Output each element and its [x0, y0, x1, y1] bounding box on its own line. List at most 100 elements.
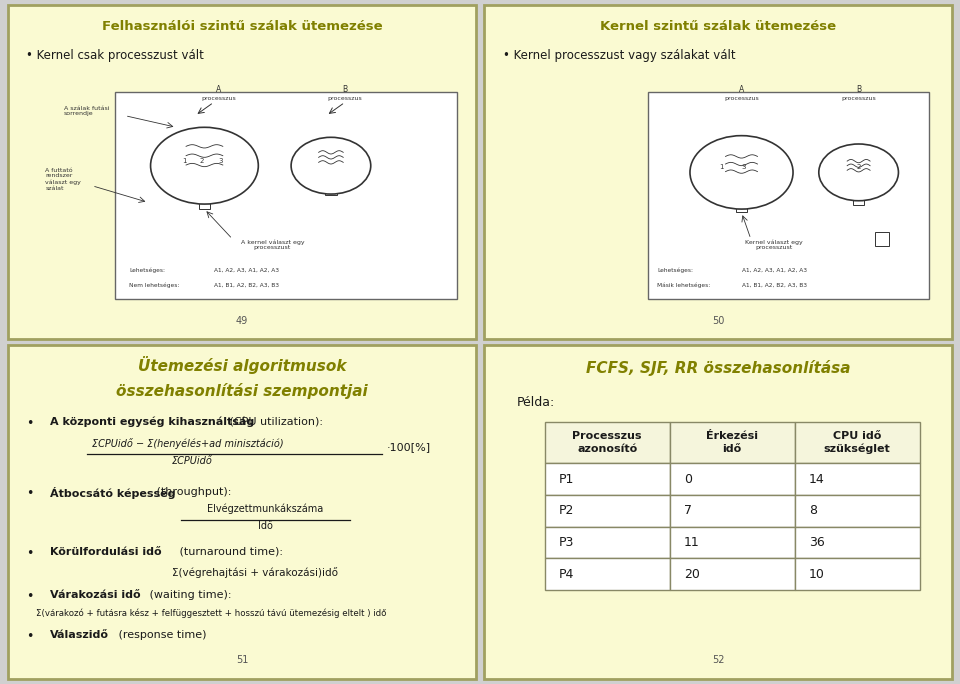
Text: P3: P3 [559, 536, 574, 549]
FancyBboxPatch shape [484, 345, 952, 679]
Text: 2: 2 [856, 164, 861, 170]
Text: 2: 2 [200, 158, 204, 163]
Text: • Kernel processzust vagy szálakat vált: • Kernel processzust vagy szálakat vált [503, 49, 735, 62]
Text: 8: 8 [808, 504, 817, 517]
Text: B: B [856, 85, 861, 94]
FancyBboxPatch shape [735, 206, 747, 212]
Text: P2: P2 [559, 504, 574, 517]
FancyBboxPatch shape [544, 421, 670, 463]
Text: A: A [216, 85, 221, 94]
Text: Ütemezési algoritmusok: Ütemezési algoritmusok [137, 356, 347, 374]
Text: •: • [27, 590, 34, 603]
Text: 52: 52 [711, 655, 725, 665]
Text: Körülfordulási idő: Körülfordulási idő [50, 547, 161, 557]
Text: 50: 50 [712, 316, 724, 326]
FancyBboxPatch shape [484, 5, 952, 339]
FancyBboxPatch shape [648, 92, 929, 299]
Text: •: • [27, 547, 34, 560]
Text: 7: 7 [684, 504, 692, 517]
Text: Kernel szintű szálak ütemezése: Kernel szintű szálak ütemezése [600, 21, 836, 34]
FancyBboxPatch shape [544, 463, 670, 495]
Text: 49: 49 [236, 316, 248, 326]
Text: ΣCPUidő: ΣCPUidő [172, 456, 212, 466]
Text: 14: 14 [808, 473, 825, 486]
Text: P1: P1 [559, 473, 574, 486]
Text: (throughput):: (throughput): [153, 486, 231, 497]
Text: (response time): (response time) [115, 630, 207, 640]
FancyBboxPatch shape [795, 421, 920, 463]
Text: Másik lehetséges:: Másik lehetséges: [658, 282, 710, 288]
Text: Lehetséges:: Lehetséges: [130, 267, 165, 273]
Text: ΣCPUidő − Σ(henyélés+ad minisztáció): ΣCPUidő − Σ(henyélés+ad minisztáció) [92, 438, 283, 449]
Text: Nem lehetséges:: Nem lehetséges: [130, 282, 180, 288]
Text: A: A [739, 85, 744, 94]
Text: 0: 0 [684, 473, 692, 486]
Text: ·100[%]: ·100[%] [387, 443, 431, 453]
FancyBboxPatch shape [8, 5, 476, 339]
FancyBboxPatch shape [852, 200, 864, 205]
FancyBboxPatch shape [670, 463, 795, 495]
Text: A1, A2, A3, A1, A2, A3: A1, A2, A3, A1, A2, A3 [741, 267, 806, 272]
Text: Σ(várakozó + futásra kész + felfüggesztett + hosszú távú ütemezésig eltelt ) idő: Σ(várakozó + futásra kész + felfüggeszte… [36, 609, 386, 618]
FancyBboxPatch shape [795, 527, 920, 558]
Text: Elvégzettmunkákszáma: Elvégzettmunkákszáma [207, 503, 324, 514]
Text: FCFS, SJF, RR összehasonlítása: FCFS, SJF, RR összehasonlítása [586, 360, 851, 376]
Text: processzus: processzus [202, 96, 236, 101]
Text: •: • [27, 417, 34, 430]
Text: • Kernel csak processzust vált: • Kernel csak processzust vált [27, 49, 204, 62]
Circle shape [819, 144, 899, 200]
FancyBboxPatch shape [544, 558, 670, 590]
Text: A1, B1, A2, B2, A3, B3: A1, B1, A2, B2, A3, B3 [214, 282, 278, 287]
Circle shape [690, 135, 793, 209]
Text: A1, A2, A3, A1, A2, A3: A1, A2, A3, A1, A2, A3 [214, 267, 278, 272]
Text: (CPU utilization):: (CPU utilization): [226, 417, 323, 427]
Text: A futtató
rendszer
választ egy
szálat: A futtató rendszer választ egy szálat [45, 168, 81, 191]
Text: 36: 36 [808, 536, 825, 549]
Text: Σ(végrehajtási + várakozási)idő: Σ(végrehajtási + várakozási)idő [172, 567, 338, 578]
Text: összehasonlítási szempontjai: összehasonlítási szempontjai [116, 383, 368, 399]
Text: CPU idő
szükséglet: CPU idő szükséglet [824, 431, 891, 454]
Text: A központi egység kihasználtság: A központi egység kihasználtság [50, 417, 254, 427]
Text: Érkezési
idő: Érkezési idő [707, 431, 758, 453]
FancyBboxPatch shape [115, 92, 457, 299]
FancyBboxPatch shape [795, 495, 920, 527]
Text: processzus: processzus [841, 96, 876, 101]
Text: 1: 1 [720, 164, 724, 170]
FancyBboxPatch shape [325, 189, 337, 196]
Text: Lehetséges:: Lehetséges: [658, 267, 693, 273]
Text: P4: P4 [559, 568, 574, 581]
FancyBboxPatch shape [670, 495, 795, 527]
Text: 20: 20 [684, 568, 700, 581]
Text: Átbocsátó képesség: Átbocsátó képesség [50, 486, 176, 499]
Text: processzus: processzus [724, 96, 758, 101]
FancyBboxPatch shape [8, 345, 476, 679]
Text: Idő: Idő [258, 521, 273, 531]
Text: (waiting time):: (waiting time): [146, 590, 231, 600]
FancyBboxPatch shape [795, 558, 920, 590]
FancyBboxPatch shape [199, 202, 210, 209]
Text: Processzus
azonosító: Processzus azonosító [572, 431, 642, 453]
Text: Felhasználói szintű szálak ütemezése: Felhasználói szintű szálak ütemezése [102, 21, 382, 34]
Circle shape [291, 137, 371, 194]
Text: B: B [343, 85, 348, 94]
Text: 11: 11 [684, 536, 700, 549]
Circle shape [151, 127, 258, 204]
Text: Válaszidő: Válaszidő [50, 630, 108, 640]
FancyBboxPatch shape [670, 527, 795, 558]
FancyBboxPatch shape [544, 527, 670, 558]
FancyBboxPatch shape [670, 421, 795, 463]
Text: 3: 3 [219, 158, 223, 163]
Text: A szálak futási
sorrendje: A szálak futási sorrendje [64, 105, 109, 116]
Text: processzus: processzus [327, 96, 362, 101]
Text: Példa:: Példa: [516, 397, 555, 410]
Text: •: • [27, 486, 34, 499]
FancyBboxPatch shape [670, 558, 795, 590]
Text: 10: 10 [808, 568, 825, 581]
Text: Kernel választ egy
processzust: Kernel választ egy processzust [745, 239, 804, 250]
Text: •: • [27, 630, 34, 643]
Text: (turnaround time):: (turnaround time): [177, 547, 283, 557]
Text: 1: 1 [182, 158, 187, 163]
Text: 3: 3 [741, 164, 746, 170]
FancyBboxPatch shape [795, 463, 920, 495]
Text: Várakozási idő: Várakozási idő [50, 590, 140, 600]
